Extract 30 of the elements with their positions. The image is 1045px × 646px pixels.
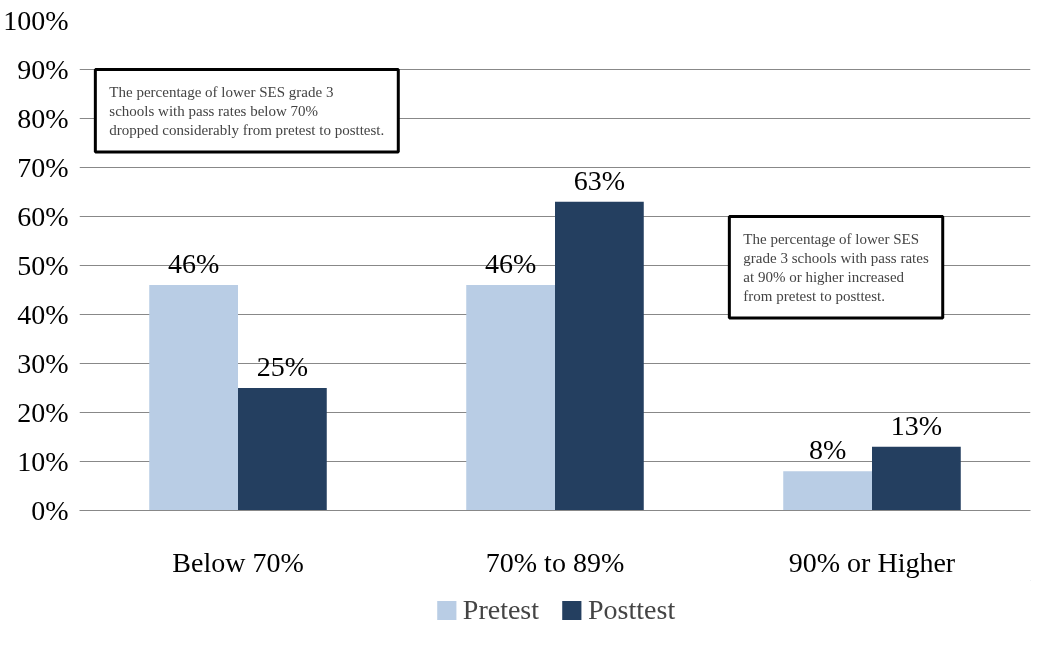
bar — [555, 201, 644, 511]
x-tick-label: Below 70% — [172, 546, 304, 578]
x-tick-label: 70% to 89% — [485, 546, 625, 578]
bar — [149, 285, 238, 511]
y-tick-label: 0% — [31, 495, 69, 526]
x-tick-label: 90% or Higher — [788, 546, 956, 578]
y-tick-label: 60% — [17, 201, 69, 232]
bar — [872, 446, 961, 511]
data-label: 46% — [167, 248, 220, 280]
y-tick-label: 20% — [17, 397, 69, 428]
y-tick-label: 100% — [3, 5, 69, 36]
y-tick-label: 90% — [17, 54, 69, 85]
y-tick-label: 30% — [17, 348, 69, 379]
y-tick-label: 70% — [17, 152, 69, 183]
data-label: 25% — [256, 351, 309, 382]
bar — [466, 285, 555, 511]
legend-label: Posttest — [588, 594, 676, 626]
bar — [783, 471, 872, 511]
annotation: The percentage of lower SES grade 3 schools with pass rates below 70% dropped considerably from pretest to posttest. — [109, 83, 385, 138]
y-tick-label: 50% — [17, 250, 69, 281]
data-label: 13% — [890, 409, 943, 441]
annotation: The percentage of lower SES grade 3 schools with pass rates at 90% or higher increased from pretest to posttest. — [743, 230, 929, 305]
y-tick-label: 80% — [17, 103, 69, 134]
bar — [238, 388, 327, 511]
data-label: 8% — [808, 434, 847, 466]
data-label: 46% — [484, 248, 537, 280]
y-tick-label: 10% — [17, 446, 69, 477]
y-tick-label: 40% — [17, 299, 69, 330]
legend-label: Pretest — [462, 594, 540, 626]
data-label: 63% — [573, 164, 626, 196]
